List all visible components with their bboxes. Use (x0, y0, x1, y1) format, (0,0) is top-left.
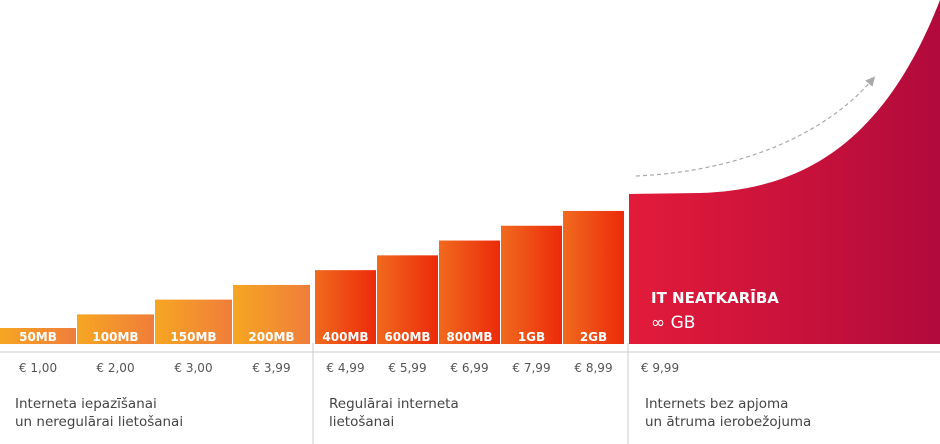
bar-800mb (439, 240, 500, 344)
unlimited-area (629, 0, 940, 344)
bar-2gb (563, 210, 624, 344)
group-caption-regular: Regulārai interneta lietošanai (329, 395, 459, 431)
bar-50mb (0, 328, 76, 344)
unlimited-amount: ∞ GB (651, 313, 696, 333)
price-label: € 5,99 (388, 361, 426, 375)
group-caption-line: un ātruma ierobežojuma (645, 414, 812, 430)
bar-100mb (77, 314, 154, 344)
price-label: € 2,00 (96, 361, 134, 375)
bars-group-casual (0, 284, 310, 344)
price-label: € 6,99 (450, 361, 488, 375)
bar-label: 600MB (384, 330, 430, 344)
bar-600mb (377, 255, 438, 344)
price-label: € 8,99 (574, 361, 612, 375)
bar-label: 400MB (322, 330, 368, 344)
group-caption-line: Regulārai interneta (329, 396, 459, 412)
price-label: € 3,00 (174, 361, 212, 375)
group-caption-line: lietošanai (329, 414, 395, 430)
bar-labels: 50MB 100MB 150MB 200MB 400MB 600MB 800MB 1GB 2GB (19, 330, 607, 344)
bar-label: 200MB (248, 330, 294, 344)
group-caption-casual: Interneta iepazīšanai un neregulārai lie… (15, 395, 183, 431)
price-label: € 1,00 (19, 361, 57, 375)
bars-group-regular (315, 210, 624, 344)
bar-label: 800MB (446, 330, 492, 344)
price-label: € 3,99 (252, 361, 290, 375)
bar-150mb (155, 299, 232, 344)
bar-200mb (233, 284, 310, 344)
group-caption-unlimited: Internets bez apjoma un ātruma ierobežoj… (645, 395, 811, 431)
group-caption-line: Internets bez apjoma (645, 396, 789, 412)
unlimited-title: IT NEATKARĪBA (651, 289, 779, 307)
bar-label: 50MB (19, 330, 57, 344)
bar-label: 1GB (518, 330, 545, 344)
bar-label: 2GB (580, 330, 607, 344)
bar-label: 100MB (92, 330, 138, 344)
bar-1gb (501, 225, 562, 344)
growth-arrow (635, 76, 876, 177)
price-label: € 7,99 (512, 361, 550, 375)
price-labels: € 1,00 € 2,00 € 3,00 € 3,99 € 4,99 € 5,99 € 6,… (19, 361, 679, 375)
price-label: € 4,99 (326, 361, 364, 375)
price-label-unlimited: € 9,99 (641, 361, 679, 375)
bar-400mb (315, 270, 376, 344)
group-caption-line: un neregulārai lietošanai (15, 414, 184, 430)
group-caption-line: Interneta iepazīšanai (15, 396, 157, 412)
bar-label: 150MB (170, 330, 216, 344)
